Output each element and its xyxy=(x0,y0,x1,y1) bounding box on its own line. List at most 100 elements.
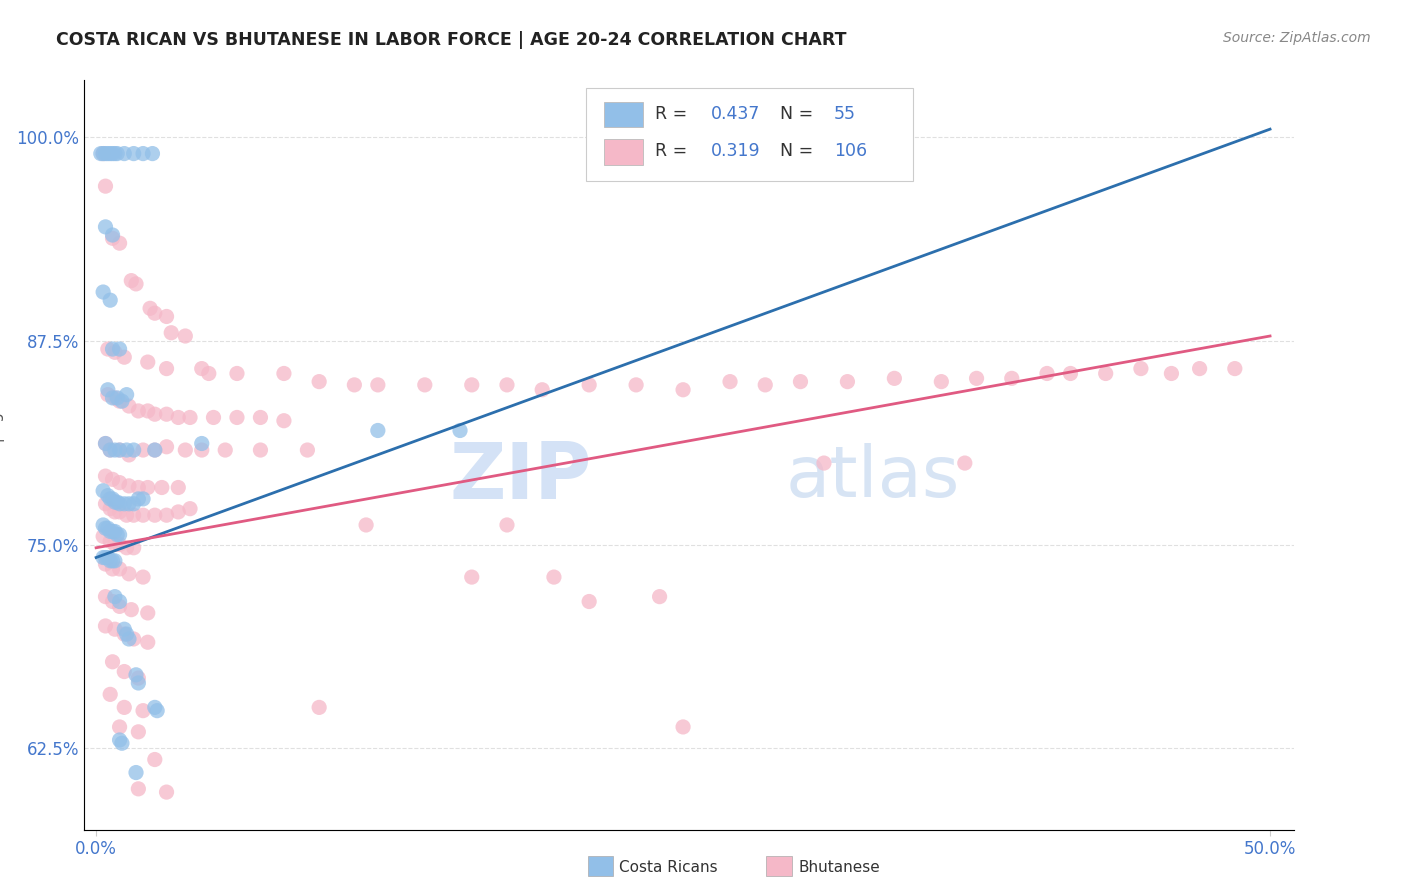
Text: N =: N = xyxy=(780,105,818,123)
Point xyxy=(120,602,142,616)
Point xyxy=(94,521,117,535)
Point xyxy=(143,700,166,714)
Point xyxy=(94,146,117,161)
Point xyxy=(94,557,117,571)
Point xyxy=(624,377,647,392)
Point xyxy=(108,236,131,251)
Point xyxy=(496,518,519,533)
Point xyxy=(122,541,145,555)
Point xyxy=(118,448,141,462)
Text: atlas: atlas xyxy=(786,443,960,512)
Point xyxy=(754,377,776,392)
Point xyxy=(105,527,128,541)
Point xyxy=(136,404,159,418)
Point xyxy=(108,342,131,356)
Point xyxy=(672,383,695,397)
Point xyxy=(226,367,249,381)
Point xyxy=(104,554,127,568)
Point xyxy=(127,671,149,685)
Point xyxy=(101,146,124,161)
Point xyxy=(108,443,131,458)
Point xyxy=(672,720,695,734)
Point xyxy=(108,562,131,576)
Point xyxy=(122,497,145,511)
Point xyxy=(101,491,124,506)
Point xyxy=(143,443,166,458)
Point xyxy=(160,326,183,340)
Point xyxy=(953,456,976,470)
Point xyxy=(718,375,741,389)
Point xyxy=(273,414,295,428)
Point xyxy=(118,566,141,581)
Point xyxy=(125,277,148,291)
Point xyxy=(1094,367,1116,381)
Point xyxy=(174,443,197,458)
Point xyxy=(297,443,319,458)
Point xyxy=(111,394,134,409)
Point xyxy=(104,622,127,636)
Point xyxy=(108,720,131,734)
Point xyxy=(91,146,114,161)
Point xyxy=(155,440,177,454)
Point xyxy=(308,700,330,714)
Point xyxy=(105,391,128,405)
Point xyxy=(94,219,117,234)
Point xyxy=(122,632,145,646)
Point xyxy=(104,524,127,539)
Point xyxy=(343,377,366,392)
Point xyxy=(531,383,554,397)
Point xyxy=(413,377,436,392)
Point xyxy=(143,407,166,421)
Point xyxy=(115,443,138,458)
Point xyxy=(115,627,138,641)
Text: COSTA RICAN VS BHUTANESE IN LABOR FORCE | AGE 20-24 CORRELATION CHART: COSTA RICAN VS BHUTANESE IN LABOR FORCE … xyxy=(56,31,846,49)
Text: N =: N = xyxy=(780,143,818,161)
Text: 0.319: 0.319 xyxy=(710,143,761,161)
Point xyxy=(94,590,117,604)
Point xyxy=(108,733,131,747)
FancyBboxPatch shape xyxy=(605,139,643,165)
Point xyxy=(111,736,134,750)
Point xyxy=(112,497,135,511)
Point xyxy=(179,501,201,516)
Point xyxy=(112,622,135,636)
Point xyxy=(94,619,117,633)
Point xyxy=(94,469,117,483)
Point xyxy=(98,687,121,701)
Point xyxy=(101,524,124,539)
Point xyxy=(1223,361,1246,376)
Point xyxy=(97,146,120,161)
Point xyxy=(98,146,121,161)
FancyBboxPatch shape xyxy=(605,102,643,128)
Point xyxy=(190,436,212,450)
Point xyxy=(141,146,163,161)
Point xyxy=(122,508,145,523)
Point xyxy=(136,606,159,620)
Point xyxy=(931,375,953,389)
Point xyxy=(127,676,149,690)
Point xyxy=(155,407,177,421)
Point xyxy=(132,508,155,523)
Point xyxy=(108,537,131,551)
Point xyxy=(449,424,471,438)
Point xyxy=(202,410,225,425)
Point xyxy=(98,443,121,458)
Point xyxy=(578,377,600,392)
Point xyxy=(104,443,127,458)
Point xyxy=(1059,367,1081,381)
Point xyxy=(125,765,148,780)
Point xyxy=(97,521,120,535)
Point xyxy=(813,456,835,470)
Point xyxy=(118,479,141,493)
Text: Costa Ricans: Costa Ricans xyxy=(619,860,717,874)
Point xyxy=(249,443,271,458)
Point xyxy=(104,590,127,604)
Point xyxy=(115,387,138,401)
Point xyxy=(837,375,859,389)
Point xyxy=(118,497,141,511)
Point xyxy=(108,599,131,614)
Point xyxy=(104,345,127,359)
Point xyxy=(120,274,142,288)
Point xyxy=(108,443,131,458)
Point xyxy=(94,550,117,565)
